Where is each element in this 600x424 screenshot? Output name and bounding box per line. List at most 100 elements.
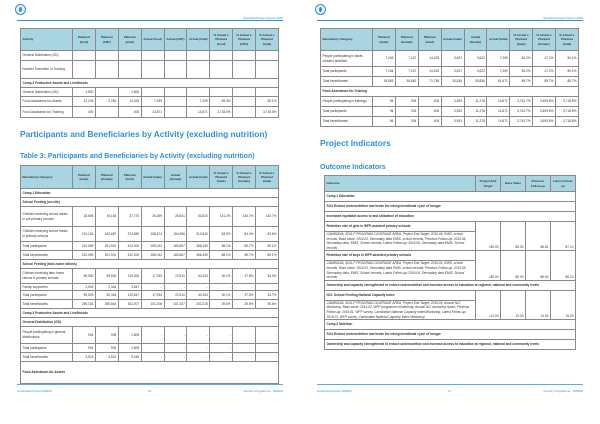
indicator-value: 86.60 xyxy=(525,250,551,281)
footer-divider xyxy=(17,384,283,385)
cell-value: 3,593 xyxy=(440,106,465,117)
cell-value: 191,163 xyxy=(72,226,96,242)
cell-value: - xyxy=(255,326,279,344)
column-header: Actual (total) xyxy=(186,165,211,189)
cell-value: 50.2% xyxy=(509,66,534,77)
section-label: General Distribution (GD) xyxy=(20,317,279,327)
cell-value: 366,439 xyxy=(186,250,211,260)
table-row: Children receiving school meals in prima… xyxy=(20,226,279,242)
row-label: People participating in general distribu… xyxy=(20,326,73,344)
column-header: Beneficiary Category xyxy=(20,165,73,189)
cell-value: 304 xyxy=(394,116,419,127)
table-row: Total participants 210,069 201,931 412,000 1… xyxy=(20,241,279,251)
cell-value: 39.6% xyxy=(255,299,279,309)
cell-value: - xyxy=(209,352,234,362)
table-header-row: Beneficiary Category Planned (male) Planne… xyxy=(20,165,279,189)
cell-value xyxy=(255,50,279,61)
cell-value: 400 xyxy=(417,116,442,127)
cell-value xyxy=(186,60,211,79)
row-label: Total participants xyxy=(320,66,373,77)
table-row: People participating in trainings 96 304 40… xyxy=(320,96,579,107)
cell-value: 22,510 xyxy=(163,268,188,284)
column-header: Actual (female) xyxy=(163,165,188,189)
cell-value: 17,933 xyxy=(140,268,165,284)
cell-value: 1,800 xyxy=(72,87,96,97)
row-label: Food-Assistance-for-Training xyxy=(20,106,73,118)
cell-value: 511,007 xyxy=(117,299,142,309)
cell-value: 905 xyxy=(94,326,119,344)
column-header: Actual (food) xyxy=(140,28,165,51)
table-row: Total participants 7,246 7,247 14,493 3,637 3… xyxy=(320,66,579,77)
cell-value: 4,523 xyxy=(72,352,96,362)
cell-value: 83.6% xyxy=(255,226,279,242)
cell-value: 210,069 xyxy=(72,250,96,260)
indicator-name: NCI: School Feeding National Capacity In… xyxy=(324,289,476,301)
cell-value: 119,000 xyxy=(117,268,142,284)
section-label: Ownership and capacity strengthened to r… xyxy=(324,339,576,351)
beneficiaries-table-continued: Beneficiary Category Planned (male) Planne… xyxy=(320,28,579,127)
cell-value: 1,809 xyxy=(117,326,142,344)
cell-value: 50.1% xyxy=(555,50,579,67)
beneficiaries-table: Beneficiary Category Planned (male) Planne… xyxy=(20,165,279,384)
cell-value: 3,693.8% xyxy=(532,106,556,117)
cell-value: 904 xyxy=(72,326,96,344)
cell-value: - xyxy=(232,283,256,291)
cell-value: 14,871 xyxy=(486,106,511,117)
indicator-row: Retention rate of boys in WFP-assisted p… xyxy=(324,250,576,281)
column-header: Planned (total) xyxy=(117,28,142,51)
column-header: Outcome xyxy=(324,175,476,192)
cell-value xyxy=(72,60,96,79)
cell-value: 14,871 xyxy=(186,106,211,118)
table-row: General Distribution (GD) xyxy=(20,50,279,61)
cell-value: - xyxy=(163,283,188,291)
cell-value: - xyxy=(163,352,188,362)
cell-value: 412,000 xyxy=(117,250,142,260)
indicator-value: 15.00 xyxy=(550,289,576,321)
cell-value: 89.7% xyxy=(232,241,256,251)
column-header: % Actual v. Planned (male) xyxy=(209,165,234,189)
cell-value: 11,278 xyxy=(463,106,488,117)
column-header: % Actual v. Planned (food) xyxy=(209,28,234,51)
section-label: Comp.1 Education xyxy=(20,188,279,198)
row-label: Total participants xyxy=(20,290,73,300)
cell-value: 3,622 xyxy=(463,66,488,77)
cell-value: - xyxy=(255,343,279,353)
cell-value: - xyxy=(209,343,234,353)
section-row: Ownership and capacity strengthened to r… xyxy=(324,279,576,291)
header-text: Standard Project Report 2015 xyxy=(243,16,283,20)
cell-value xyxy=(209,60,234,79)
indicator-value: 85.00 xyxy=(500,250,526,281)
cell-value: 88.1% xyxy=(209,250,234,260)
section-label: School Feeding (take-home rations) xyxy=(20,259,279,269)
row-label: Total beneficiaries xyxy=(20,352,73,362)
cell-value: 14,493 xyxy=(117,96,142,107)
cell-value xyxy=(186,50,211,61)
cell-value: 904 xyxy=(72,343,96,353)
cell-value xyxy=(163,96,188,107)
cell-value: 313,530 xyxy=(186,226,211,242)
column-header: Project End Target xyxy=(475,175,501,192)
cell-value: 3,847 xyxy=(117,283,142,291)
cell-value: 210,069 xyxy=(72,241,96,251)
outcome-indicators-table: Outcome Project End Target Base Value Previ… xyxy=(324,175,576,351)
cell-value xyxy=(163,60,188,79)
cell-value xyxy=(94,106,119,118)
table-row: Food-Assistance-for-Training 400 400 14,871… xyxy=(20,106,279,118)
table-row: Total beneficiaries 4,523 4,522 9,045- - - - - - xyxy=(20,352,279,362)
table-row: Total participants 96 304 400 3,593 11,278 14,… xyxy=(320,106,579,117)
column-header: Actual (CBT) xyxy=(163,28,188,51)
cell-value xyxy=(232,50,256,61)
cell-value: - xyxy=(209,283,234,291)
cell-value: 71,755 xyxy=(417,76,442,87)
column-header: Previous Follow-up xyxy=(525,175,551,192)
column-header: Planned (total) xyxy=(417,28,442,51)
row-label: People participating in trainings xyxy=(320,96,373,107)
cell-value: 374,850 xyxy=(117,226,142,242)
cell-value xyxy=(117,50,142,61)
cell-value: 59.3% xyxy=(209,96,234,107)
cell-value: 3,742.7% xyxy=(509,96,534,107)
cell-value: 119,847 xyxy=(117,290,142,300)
column-header: Planned (female) xyxy=(394,28,419,51)
page-number: 10 xyxy=(148,389,152,393)
cell-value xyxy=(232,96,256,107)
